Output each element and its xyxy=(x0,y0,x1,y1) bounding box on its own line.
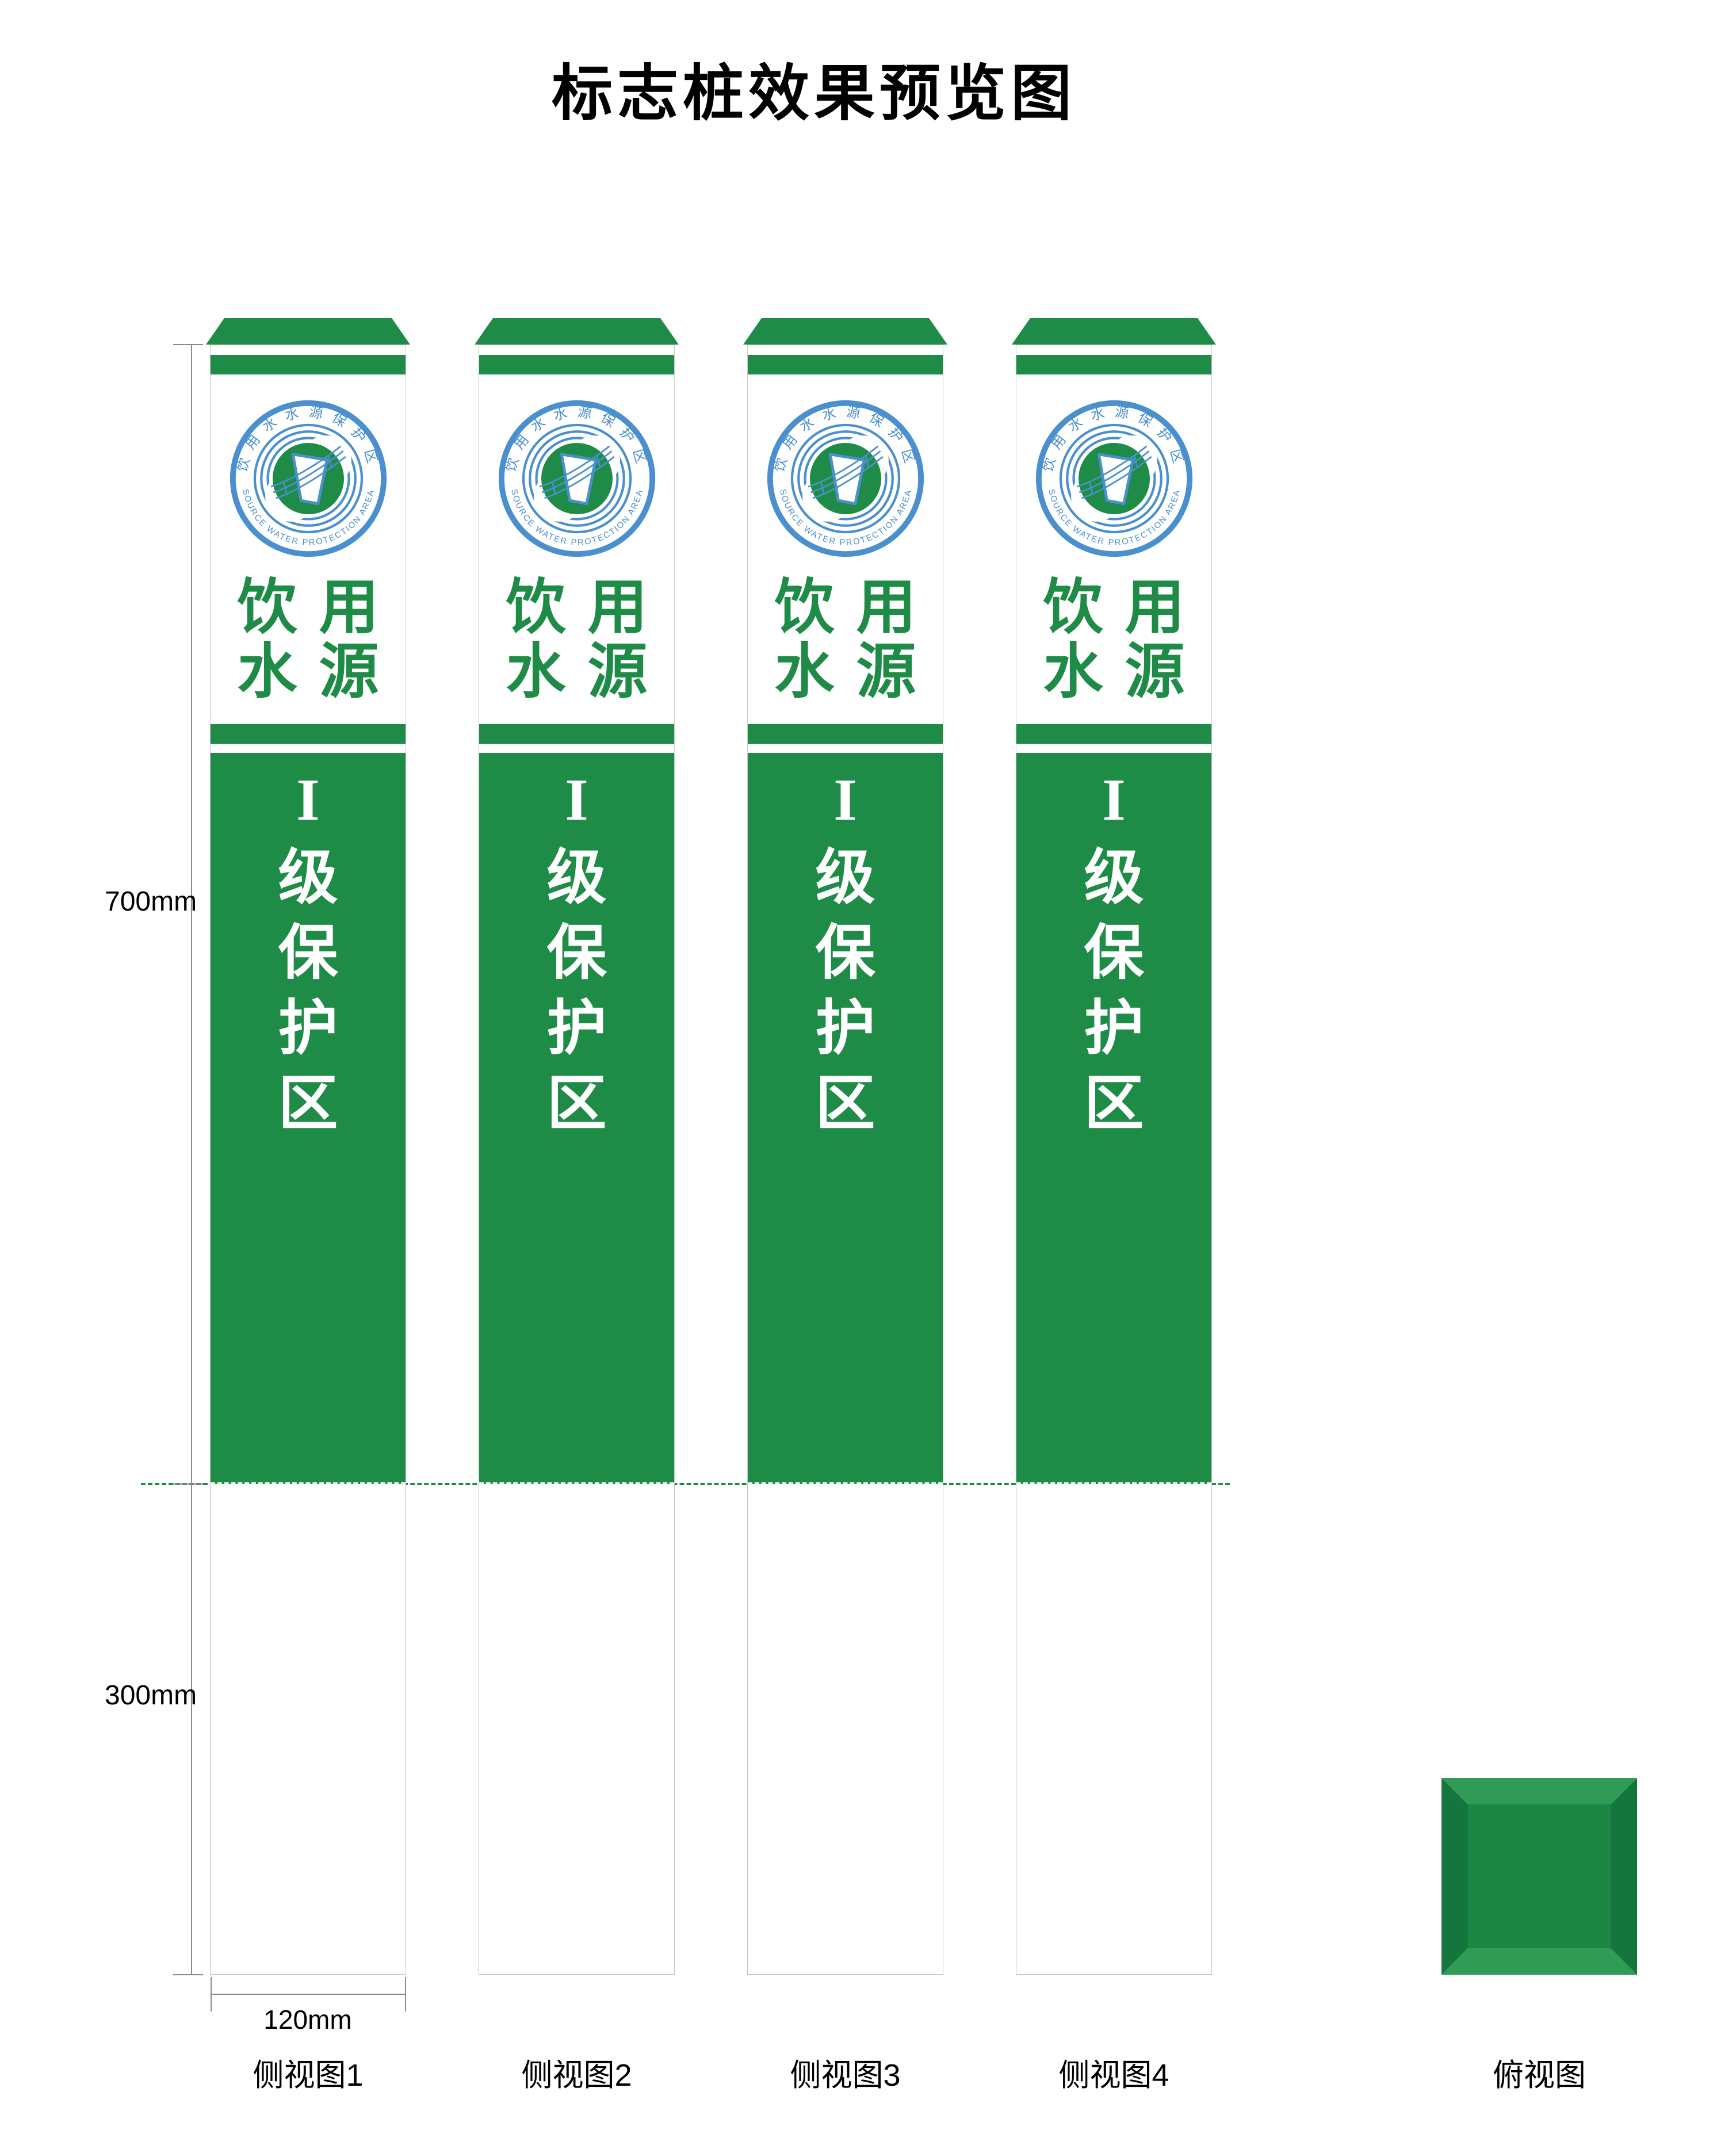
pillar-buried-section xyxy=(747,1484,943,1975)
green-stripe-top xyxy=(479,355,674,374)
water-swirl-emblem xyxy=(1070,435,1157,522)
side-view-label: 侧视图2 xyxy=(521,2058,632,2093)
pillar-cap xyxy=(1012,318,1216,345)
green-stripe-bottom xyxy=(748,724,943,744)
vertical-char: 区 xyxy=(546,1070,607,1137)
grade-numeral: I xyxy=(296,767,320,833)
green-stripe-bottom xyxy=(479,724,674,744)
vertical-char: 级 xyxy=(546,844,607,911)
pillar-text-line2: 水源 xyxy=(506,638,670,705)
top-view-drawing xyxy=(1441,1778,1637,1975)
protection-grade-panel: I 级 保 护 区 xyxy=(479,753,674,1485)
grade-numeral: I xyxy=(833,767,857,833)
vertical-char: 护 xyxy=(278,995,338,1062)
bevel-bottom xyxy=(1441,1948,1637,1975)
protection-grade-panel: I 级 保 护 区 xyxy=(748,753,943,1485)
vertical-text: 级 保 护 区 xyxy=(479,840,674,1142)
bevel-top xyxy=(1441,1778,1637,1804)
water-swirl-emblem xyxy=(265,435,351,522)
side-view-label: 侧视图1 xyxy=(253,2058,364,2093)
ground-level-dashed-line xyxy=(141,1483,1230,1485)
pillar-side-view-3: 饮用水水源保护区 SOURCE WATER PROTECTION AREA xyxy=(743,318,947,2149)
pillar-text-line1: 饮用 xyxy=(237,574,401,641)
pillar-text-line2: 水源 xyxy=(237,638,401,705)
pillar-side-view-4: 饮用水水源保护区 SOURCE WATER PROTECTION AREA xyxy=(1012,318,1216,2149)
pillar-cap xyxy=(743,318,947,345)
pillar-text-line1: 饮用 xyxy=(774,574,938,641)
green-stripe-top xyxy=(1016,355,1211,374)
vertical-char: 区 xyxy=(278,1070,338,1137)
water-swirl-emblem xyxy=(533,435,620,522)
bevel-left xyxy=(1441,1778,1468,1975)
vertical-char: 保 xyxy=(278,920,338,986)
vertical-text: 级 保 护 区 xyxy=(211,840,406,1142)
vertical-char: 护 xyxy=(546,995,607,1062)
vertical-text: 级 保 护 区 xyxy=(1016,840,1211,1142)
water-source-protection-logo: 饮用水水源保护区 SOURCE WATER PROTECTION AREA xyxy=(1033,397,1195,560)
water-source-protection-logo: 饮用水水源保护区 SOURCE WATER PROTECTION AREA xyxy=(764,397,927,560)
water-swirl-emblem xyxy=(802,435,889,522)
pillar-buried-section xyxy=(210,1484,406,1975)
pillar-side-view-1: 饮用水水源保护区 SOURCE WATER PROTECTION AREA xyxy=(206,318,410,2149)
green-stripe-bottom xyxy=(211,724,406,744)
protection-grade-panel: I 级 保 护 区 xyxy=(1016,753,1211,1485)
dimension-label-700mm: 700mm xyxy=(105,886,197,917)
vertical-dimension-line xyxy=(191,345,192,1975)
dimension-label-300mm: 300mm xyxy=(105,1680,197,1711)
pillar-buried-section xyxy=(479,1484,675,1975)
vertical-char: 护 xyxy=(1084,995,1144,1062)
pillar-text-line2: 水源 xyxy=(774,638,938,705)
top-face xyxy=(1468,1804,1611,1948)
grade-numeral: I xyxy=(565,767,588,833)
pillar-text-line1: 饮用 xyxy=(506,574,670,641)
pillar-above-ground: 饮用水水源保护区 SOURCE WATER PROTECTION AREA xyxy=(479,345,675,1485)
water-source-protection-logo: 饮用水水源保护区 SOURCE WATER PROTECTION AREA xyxy=(227,397,389,560)
pillar-side-view-2: 饮用水水源保护区 SOURCE WATER PROTECTION AREA xyxy=(475,318,679,2149)
dimension-tick xyxy=(405,1977,406,2012)
bevel-right xyxy=(1611,1778,1637,1975)
protection-grade-panel: I 级 保 护 区 xyxy=(211,753,406,1485)
side-view-label: 侧视图3 xyxy=(790,2058,901,2093)
vertical-char: 保 xyxy=(546,920,607,986)
water-source-protection-logo: 饮用水水源保护区 SOURCE WATER PROTECTION AREA xyxy=(496,397,658,560)
pillar-buried-section xyxy=(1016,1484,1212,1975)
pillar-cap xyxy=(475,318,679,345)
vertical-char: 区 xyxy=(1084,1070,1144,1137)
pillar-cap xyxy=(206,318,410,345)
vertical-char: 级 xyxy=(815,844,875,911)
dimension-tick xyxy=(173,1974,203,1975)
green-stripe-top xyxy=(211,355,406,374)
top-view-label: 俯视图 xyxy=(1493,2058,1586,2093)
vertical-char: 级 xyxy=(278,844,338,911)
pillar-text-line1: 饮用 xyxy=(1043,574,1207,641)
pillar-above-ground: 饮用水水源保护区 SOURCE WATER PROTECTION AREA xyxy=(747,345,943,1485)
grade-numeral: I xyxy=(1102,767,1126,833)
dimension-tick xyxy=(173,1483,203,1485)
pillar-above-ground: 饮用水水源保护区 SOURCE WATER PROTECTION AREA xyxy=(210,345,406,1485)
green-stripe-bottom xyxy=(1016,724,1211,744)
vertical-char: 保 xyxy=(815,920,875,986)
dimension-tick xyxy=(211,1977,212,2012)
vertical-char: 区 xyxy=(815,1070,875,1137)
vertical-char: 级 xyxy=(1084,844,1144,911)
dimension-tick xyxy=(173,344,203,345)
dimension-label-120mm: 120mm xyxy=(263,2005,352,2035)
page-title: 标志桩效果预览图 xyxy=(552,60,1076,128)
width-dimension-line xyxy=(211,1994,406,1995)
pillar-above-ground: 饮用水水源保护区 SOURCE WATER PROTECTION AREA xyxy=(1016,345,1212,1485)
vertical-char: 护 xyxy=(815,995,875,1062)
pillar-text-line2: 水源 xyxy=(1043,638,1207,705)
green-stripe-top xyxy=(748,355,943,374)
side-view-label: 侧视图4 xyxy=(1058,2058,1169,2093)
vertical-char: 保 xyxy=(1084,920,1144,986)
vertical-text: 级 保 护 区 xyxy=(748,840,943,1142)
